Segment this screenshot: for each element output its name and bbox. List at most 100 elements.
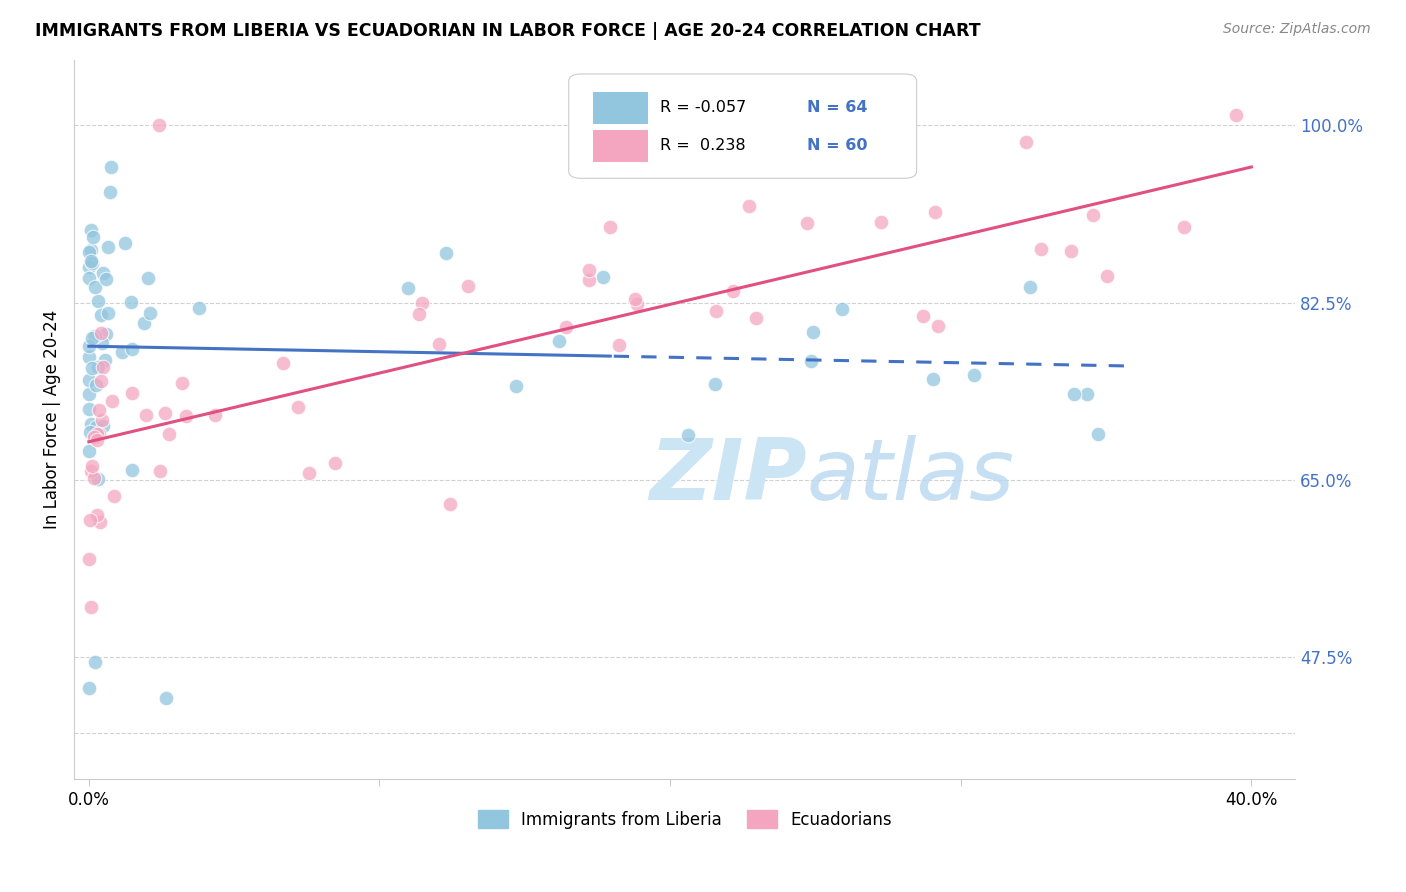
Point: [77, 551, 100, 566]
FancyBboxPatch shape: [568, 74, 917, 178]
Point: [1087, 427, 1109, 442]
Point: [1063, 387, 1085, 401]
Point: [738, 199, 761, 213]
Point: [578, 263, 600, 277]
Point: [134, 316, 156, 330]
Point: [98, 185, 121, 199]
Text: R =  0.238: R = 0.238: [661, 138, 745, 153]
Point: [87, 426, 110, 441]
Text: N = 64: N = 64: [807, 100, 868, 115]
Point: [1015, 135, 1038, 149]
Point: [505, 378, 527, 392]
Bar: [593, 130, 648, 162]
Point: [135, 408, 157, 422]
Point: [155, 406, 177, 420]
Point: [963, 368, 986, 383]
Point: [1081, 208, 1104, 222]
Point: [89, 515, 111, 529]
Point: [91, 359, 114, 374]
Point: [103, 489, 125, 503]
Point: [120, 295, 142, 310]
Point: [434, 246, 457, 260]
Point: [100, 161, 122, 175]
Point: [831, 302, 853, 317]
Point: [77, 443, 100, 458]
Point: [80, 243, 103, 257]
Point: [80, 223, 103, 237]
Point: [77, 681, 100, 695]
Point: [90, 336, 112, 351]
Point: [1225, 108, 1247, 122]
Text: atlas: atlas: [807, 435, 1015, 518]
Point: [155, 690, 177, 705]
Point: [139, 306, 162, 320]
Point: [1019, 280, 1042, 294]
Point: [90, 308, 112, 322]
Point: [121, 463, 143, 477]
Point: [80, 417, 103, 431]
Point: [77, 350, 100, 364]
Point: [704, 304, 727, 318]
Point: [148, 119, 170, 133]
Point: [607, 338, 630, 352]
Point: [172, 376, 194, 391]
Point: [80, 331, 103, 345]
Point: [287, 400, 309, 414]
Point: [94, 272, 117, 286]
Point: [1095, 268, 1118, 283]
Point: [94, 326, 117, 341]
Point: [554, 319, 576, 334]
Point: [721, 285, 744, 299]
Point: [626, 297, 648, 311]
Point: [77, 339, 100, 353]
Text: R = -0.057: R = -0.057: [661, 100, 747, 115]
Point: [676, 427, 699, 442]
Point: [188, 301, 211, 315]
Point: [90, 374, 112, 388]
Point: [82, 229, 104, 244]
Point: [79, 254, 101, 268]
Point: [97, 240, 120, 254]
Text: Source: ZipAtlas.com: Source: ZipAtlas.com: [1223, 22, 1371, 37]
Point: [93, 353, 115, 368]
Point: [91, 266, 114, 280]
Point: [927, 318, 949, 333]
Point: [84, 280, 107, 294]
Point: [174, 409, 197, 424]
Point: [79, 425, 101, 440]
Point: [408, 307, 430, 321]
Point: [86, 508, 108, 522]
Point: [87, 293, 110, 308]
Point: [924, 205, 946, 219]
Point: [97, 306, 120, 320]
Point: [77, 402, 100, 417]
Point: [704, 376, 727, 391]
Legend: Immigrants from Liberia, Ecuadorians: Immigrants from Liberia, Ecuadorians: [471, 804, 898, 835]
Point: [91, 418, 114, 433]
Point: [136, 270, 159, 285]
Point: [114, 235, 136, 250]
Point: [111, 345, 134, 359]
Point: [121, 385, 143, 400]
Point: [79, 512, 101, 526]
Point: [599, 219, 621, 234]
Point: [77, 270, 100, 285]
Point: [624, 292, 647, 306]
Point: [87, 472, 110, 486]
Point: [86, 420, 108, 434]
Point: [912, 310, 935, 324]
Point: [800, 353, 823, 368]
Point: [100, 393, 122, 408]
Point: [427, 337, 450, 351]
Point: [77, 387, 100, 401]
Point: [547, 334, 569, 349]
Point: [411, 296, 433, 310]
Point: [439, 497, 461, 511]
Point: [77, 244, 100, 259]
Point: [298, 466, 321, 480]
Point: [149, 464, 172, 478]
Point: [204, 409, 226, 423]
Point: [82, 361, 104, 376]
Point: [83, 471, 105, 485]
Point: [84, 377, 107, 392]
